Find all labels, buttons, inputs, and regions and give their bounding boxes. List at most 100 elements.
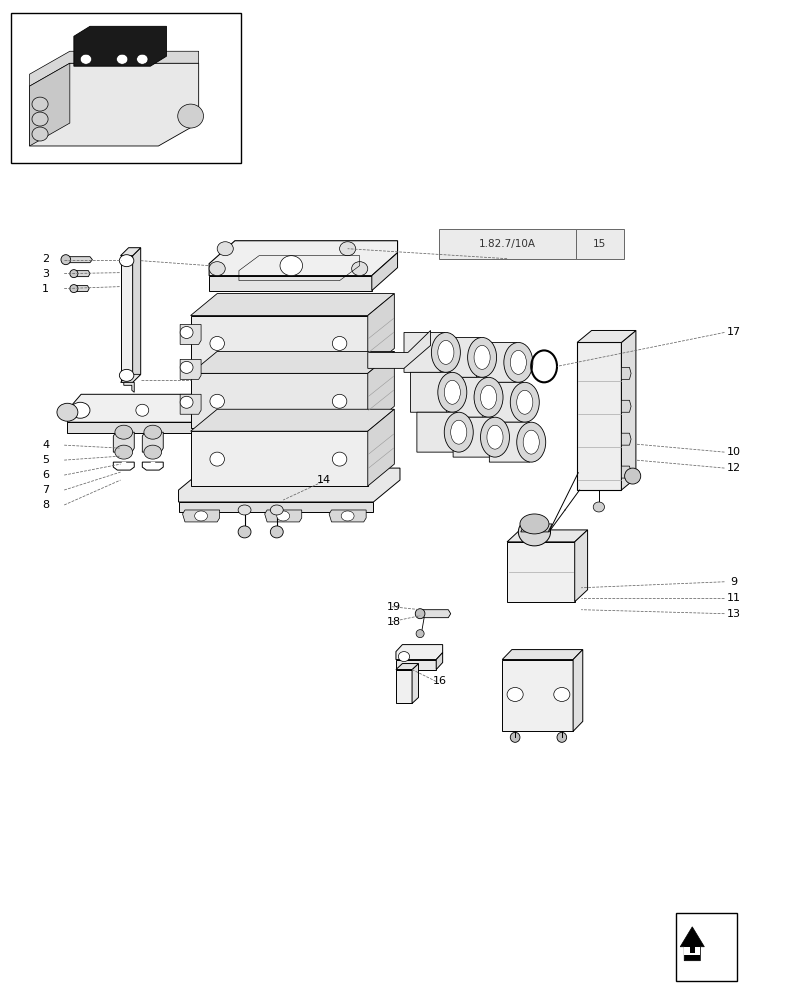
- Ellipse shape: [517, 422, 545, 462]
- Ellipse shape: [137, 54, 148, 64]
- Ellipse shape: [70, 402, 90, 418]
- Ellipse shape: [271, 526, 284, 538]
- Text: 18: 18: [387, 617, 402, 627]
- Polygon shape: [179, 468, 400, 502]
- Polygon shape: [574, 530, 587, 602]
- Polygon shape: [191, 373, 368, 428]
- Polygon shape: [329, 510, 366, 522]
- Ellipse shape: [180, 326, 193, 338]
- Text: 9: 9: [730, 577, 738, 587]
- Polygon shape: [74, 26, 166, 66]
- Polygon shape: [180, 359, 201, 379]
- Ellipse shape: [507, 687, 523, 701]
- Polygon shape: [490, 422, 532, 462]
- Polygon shape: [521, 524, 552, 532]
- Text: 1.82.7/10A: 1.82.7/10A: [478, 239, 536, 249]
- Polygon shape: [120, 248, 141, 256]
- Ellipse shape: [195, 511, 208, 521]
- Polygon shape: [447, 377, 490, 417]
- Ellipse shape: [553, 687, 570, 701]
- Text: 5: 5: [42, 455, 49, 465]
- Ellipse shape: [280, 256, 302, 276]
- Ellipse shape: [116, 54, 128, 64]
- Polygon shape: [180, 394, 201, 414]
- Polygon shape: [113, 432, 134, 452]
- Text: 19: 19: [387, 602, 402, 612]
- Text: 6: 6: [42, 470, 49, 480]
- Ellipse shape: [210, 394, 225, 408]
- Ellipse shape: [339, 242, 356, 256]
- Ellipse shape: [504, 342, 532, 382]
- Polygon shape: [417, 412, 460, 452]
- Ellipse shape: [115, 445, 133, 459]
- Ellipse shape: [193, 402, 213, 418]
- Ellipse shape: [238, 526, 251, 538]
- Polygon shape: [577, 342, 621, 490]
- Text: 17: 17: [727, 327, 741, 337]
- Ellipse shape: [238, 505, 251, 515]
- Polygon shape: [404, 332, 447, 372]
- Polygon shape: [412, 664, 419, 703]
- Polygon shape: [30, 51, 199, 86]
- Polygon shape: [440, 337, 483, 377]
- Ellipse shape: [120, 369, 134, 381]
- Polygon shape: [368, 330, 431, 368]
- Polygon shape: [621, 400, 631, 412]
- Text: 10: 10: [727, 447, 741, 457]
- Polygon shape: [191, 351, 394, 373]
- Polygon shape: [684, 947, 701, 955]
- Polygon shape: [453, 417, 496, 457]
- Text: 11: 11: [727, 593, 741, 603]
- Ellipse shape: [444, 412, 473, 452]
- Polygon shape: [191, 431, 368, 486]
- Bar: [439, 229, 575, 259]
- Ellipse shape: [438, 340, 454, 364]
- Ellipse shape: [523, 430, 539, 454]
- Polygon shape: [368, 351, 394, 428]
- Polygon shape: [503, 660, 573, 731]
- Ellipse shape: [69, 270, 78, 278]
- Ellipse shape: [277, 511, 289, 521]
- Bar: [575, 229, 624, 259]
- Text: 2: 2: [42, 254, 49, 264]
- Polygon shape: [142, 432, 163, 452]
- Ellipse shape: [332, 336, 347, 350]
- Ellipse shape: [209, 262, 225, 276]
- Ellipse shape: [481, 385, 497, 409]
- Ellipse shape: [517, 390, 532, 414]
- Polygon shape: [621, 466, 631, 478]
- Polygon shape: [209, 276, 372, 291]
- Polygon shape: [191, 294, 394, 316]
- Text: 15: 15: [593, 239, 606, 249]
- Ellipse shape: [32, 112, 48, 126]
- Ellipse shape: [511, 382, 539, 422]
- Bar: [676, 913, 737, 981]
- Ellipse shape: [438, 372, 467, 412]
- Polygon shape: [124, 382, 134, 392]
- Polygon shape: [75, 271, 90, 277]
- Ellipse shape: [32, 97, 48, 111]
- Ellipse shape: [271, 505, 284, 515]
- Ellipse shape: [557, 732, 566, 742]
- Ellipse shape: [120, 255, 134, 267]
- Ellipse shape: [625, 468, 641, 484]
- Text: 7: 7: [42, 485, 49, 495]
- Polygon shape: [477, 342, 520, 382]
- Ellipse shape: [431, 332, 461, 372]
- Ellipse shape: [398, 652, 410, 662]
- Polygon shape: [191, 409, 394, 431]
- Ellipse shape: [217, 242, 234, 256]
- Polygon shape: [183, 510, 220, 522]
- Ellipse shape: [332, 394, 347, 408]
- Ellipse shape: [57, 403, 78, 421]
- Polygon shape: [422, 610, 451, 618]
- Ellipse shape: [341, 511, 354, 521]
- Ellipse shape: [180, 361, 193, 373]
- Ellipse shape: [416, 630, 424, 638]
- Ellipse shape: [32, 127, 48, 141]
- Ellipse shape: [451, 420, 467, 444]
- Polygon shape: [621, 367, 631, 379]
- Ellipse shape: [136, 404, 149, 416]
- Polygon shape: [573, 650, 583, 731]
- Bar: [11, 13, 241, 163]
